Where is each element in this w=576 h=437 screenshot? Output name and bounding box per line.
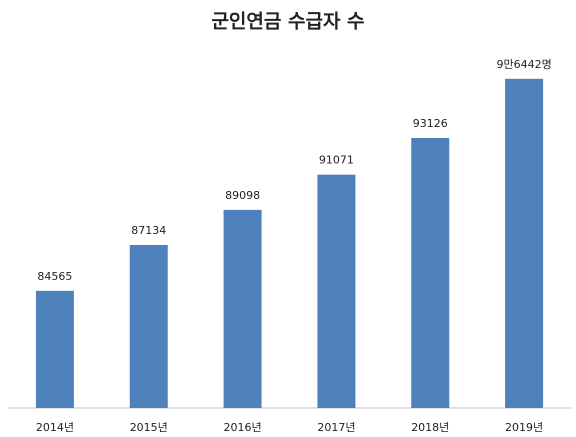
chart-title: 군인연금 수급자 수 bbox=[211, 11, 364, 33]
value-label: 93126 bbox=[413, 117, 448, 130]
value-label: 87134 bbox=[131, 224, 166, 237]
x-tick-label: 2017년 bbox=[317, 421, 355, 434]
value-label: 9만6442명 bbox=[496, 58, 551, 71]
bar bbox=[35, 290, 74, 408]
value-label: 84565 bbox=[37, 270, 72, 283]
value-label: 89098 bbox=[225, 189, 260, 202]
bar bbox=[223, 209, 262, 408]
x-tick-label: 2018년 bbox=[411, 421, 449, 434]
value-label: 91071 bbox=[319, 154, 354, 167]
x-tick-label: 2015년 bbox=[130, 421, 168, 434]
bar bbox=[129, 244, 168, 408]
bar bbox=[505, 78, 544, 408]
bar bbox=[411, 138, 450, 408]
x-tick-label: 2019년 bbox=[505, 421, 543, 434]
x-tick-label: 2014년 bbox=[36, 421, 74, 434]
x-tick-label: 2016년 bbox=[224, 421, 262, 434]
bar bbox=[317, 174, 356, 408]
